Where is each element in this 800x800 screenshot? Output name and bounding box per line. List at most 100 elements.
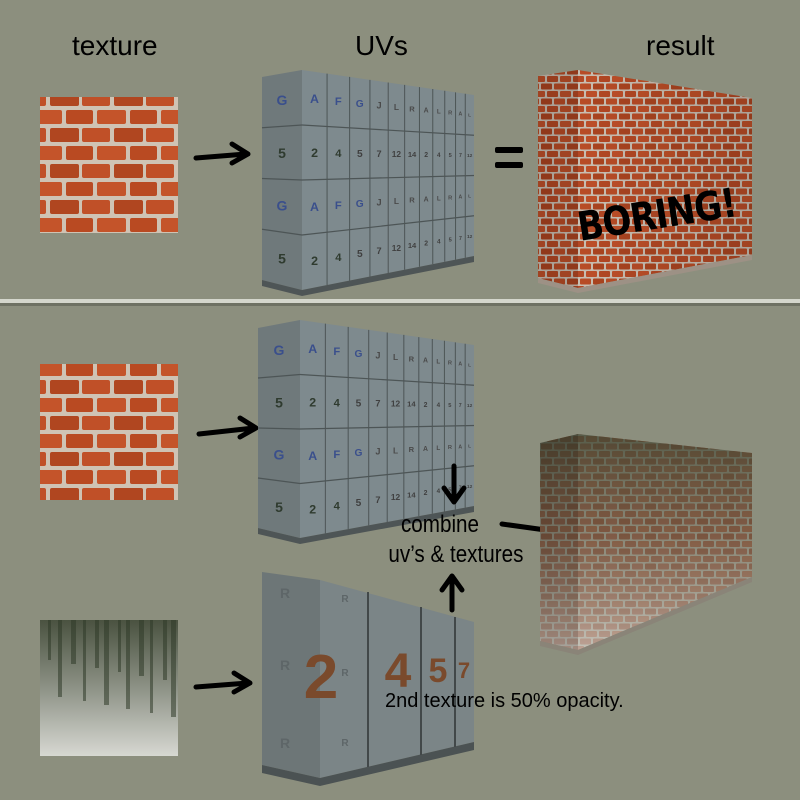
- uv-cell-label: A: [459, 194, 463, 200]
- uv-cell-label: A: [458, 362, 462, 368]
- uv-cell-label: 5: [448, 403, 451, 409]
- uv-cell-label: 7: [375, 399, 380, 409]
- uv-cell-label: R: [448, 111, 452, 117]
- brick-wall-result-top: [538, 70, 752, 293]
- uv-cell-label: A: [424, 108, 429, 115]
- uv-cell-label: J: [375, 350, 380, 360]
- uv-cell-label: F: [335, 96, 342, 108]
- uv-cell-label: F: [333, 346, 340, 358]
- uv-cell-label: 4: [335, 148, 342, 160]
- uv2-mark: R: [280, 657, 290, 673]
- opacity-note: 2nd texture is 50% opacity.: [385, 690, 624, 712]
- uv-cell-label: 2: [424, 490, 428, 497]
- uv-cell-label: 7: [377, 246, 382, 256]
- uv-cell-label: 12: [467, 403, 473, 409]
- uv-cell-label: 14: [407, 490, 416, 499]
- uv-cell-label: 14: [408, 150, 417, 159]
- uv2-mark: R: [341, 594, 349, 605]
- uv-cell-label: L: [394, 102, 399, 112]
- uv-cell-label: A: [423, 358, 428, 365]
- uv-cell-label: L: [468, 112, 471, 118]
- uv-cell-label: R: [448, 195, 452, 201]
- brick-texture-swatch-bottom: [40, 364, 178, 500]
- uv-cell-label: 7: [375, 495, 380, 505]
- uv-cell-label: J: [375, 447, 380, 457]
- uv-cell-label: G: [274, 447, 285, 463]
- uv-cell-label: L: [393, 352, 398, 362]
- uv-cell-label: 4: [437, 239, 441, 246]
- uv-cell-label: A: [310, 92, 319, 106]
- uv-cell-label: 14: [407, 400, 416, 409]
- uv-cell-label: 5: [357, 149, 363, 160]
- uv-cell-label: 7: [459, 486, 462, 492]
- uv-cell-label: F: [333, 449, 340, 461]
- uv-cell-label: 12: [392, 243, 402, 253]
- uv-cell-label: 4: [437, 402, 441, 409]
- uv-cell-label: L: [468, 444, 471, 450]
- uv-cell-label: A: [308, 449, 317, 463]
- uv-cell-label: R: [409, 445, 415, 454]
- uv-cell-label: J: [377, 101, 382, 111]
- uv-cell-label: G: [356, 199, 364, 210]
- uv-cell-label: 12: [391, 492, 401, 502]
- uv-wall-top: G A F G J L R A L R A L5 2 4 5 7 12 14 2 4 5 7 12G A F G J L R A L R A L5…: [261, 70, 475, 296]
- uvs-heading: UVs: [355, 30, 408, 61]
- arrow-icon: [193, 670, 253, 695]
- uv-cell-label: 12: [467, 234, 473, 240]
- uv2-number: 2: [304, 643, 338, 712]
- uv-cell-label: 5: [357, 249, 363, 260]
- uv-cell-label: 12: [467, 153, 473, 159]
- uv-cell-label: R: [409, 196, 415, 205]
- uv-cell-label: L: [436, 445, 440, 452]
- uv-cell-label: 2: [424, 152, 428, 159]
- brick-wall-result-bottom: [540, 434, 752, 655]
- uv-cell-label: 2: [309, 395, 316, 409]
- uv-cell-label: F: [335, 200, 342, 212]
- uv-cell-label: 2: [424, 402, 428, 409]
- uv-cell-label: R: [409, 104, 415, 113]
- uv-cell-label: A: [310, 200, 319, 214]
- up-arrow-icon: [439, 573, 465, 613]
- uv-cell-label: A: [424, 196, 429, 203]
- uv-cell-label: 5: [356, 498, 362, 509]
- uv-wall-bottom: G A F G J L R A L R A L5 2 4 5 7 12 14 2 4 5 7 12G A F G J L R A L R A L5…: [257, 320, 475, 544]
- result-heading: result: [646, 30, 715, 61]
- uv-cell-label: 5: [278, 145, 286, 161]
- uv-cell-label: 12: [391, 399, 401, 409]
- brick-texture-swatch-top: [40, 97, 178, 233]
- combine-line-1: combine: [400, 511, 480, 538]
- uv-cell-label: 2: [309, 502, 316, 516]
- section-divider: [0, 299, 800, 306]
- uv2-number: 5: [429, 652, 448, 690]
- uv-cell-label: L: [436, 359, 440, 366]
- uv-cell-label: 4: [334, 500, 341, 512]
- uv-cell-label: 7: [377, 149, 382, 159]
- uv-wall-second: 2 4 5 7 R R R R R R: [262, 572, 474, 786]
- uv-cell-label: 4: [437, 152, 441, 159]
- combine-line-2: uv’s & textures: [388, 541, 524, 568]
- uv2-mark: R: [280, 585, 290, 601]
- uv-cell-label: A: [308, 342, 317, 356]
- uv-cell-label: L: [437, 109, 441, 116]
- uv-cell-label: 7: [459, 153, 462, 159]
- uv-cell-label: 12: [392, 149, 402, 159]
- uv-cell-label: L: [468, 362, 471, 368]
- uv-cell-label: G: [274, 342, 285, 358]
- down-arrow-icon: [441, 463, 467, 505]
- uv-cell-label: 5: [448, 487, 451, 493]
- uv-cell-label: L: [468, 194, 471, 200]
- uv-cell-label: 4: [437, 488, 441, 495]
- uv-cell-label: A: [423, 446, 428, 453]
- uv-cell-label: R: [448, 361, 452, 367]
- uv-cell-label: L: [437, 195, 441, 202]
- uv-cell-label: L: [393, 445, 398, 455]
- uv-cell-label: A: [459, 112, 463, 118]
- combine-label: combine uv’s & textures: [388, 510, 524, 570]
- uv-cell-label: G: [277, 92, 288, 108]
- uv-cell-label: J: [377, 197, 382, 207]
- uv-cell-label: 5: [356, 399, 362, 410]
- uv-cell-label: G: [277, 198, 288, 214]
- uv-cell-label: 2: [311, 146, 318, 160]
- texture-heading: texture: [72, 30, 158, 61]
- uv2-mark: R: [341, 738, 349, 749]
